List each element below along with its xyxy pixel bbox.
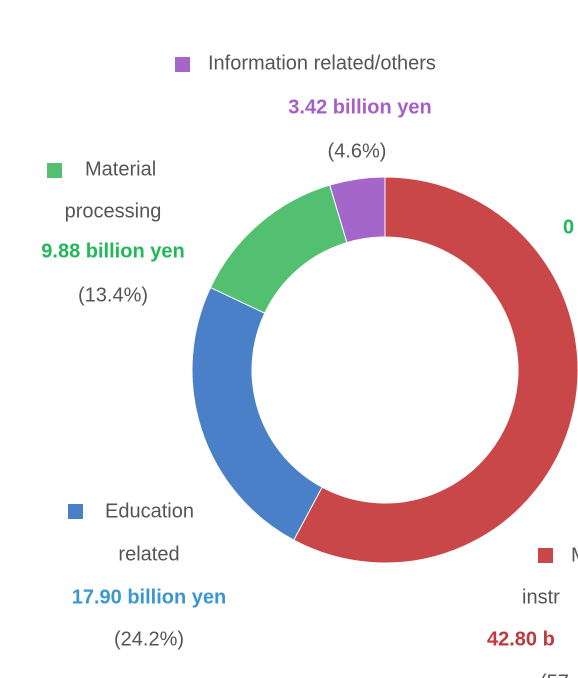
category-label: Information related/others	[208, 52, 436, 74]
value-label: 3.42 billion yen	[288, 96, 431, 118]
percent-label: (24.2%)	[114, 628, 184, 650]
legend-swatch	[175, 57, 190, 72]
legend-swatch	[68, 504, 83, 519]
category-label: Education	[105, 500, 194, 522]
category-label: M	[571, 544, 578, 566]
percent-label: (57	[540, 671, 569, 678]
percent-label: (4.6%)	[328, 140, 387, 162]
legend-swatch	[538, 548, 553, 563]
category-label: instr	[522, 586, 560, 608]
category-label: Material	[85, 158, 156, 180]
value-label: 9.88 billion yen	[41, 240, 184, 262]
donut-slice	[293, 176, 578, 564]
category-label: processing	[65, 200, 162, 222]
percent-label: (13.4%)	[78, 284, 148, 306]
donut-slice	[209, 184, 348, 314]
value-label: 42.80 b	[487, 628, 555, 650]
legend-swatch	[47, 163, 62, 178]
annotation: 0	[563, 216, 574, 238]
value-label: 17.90 billion yen	[72, 586, 227, 608]
donut-slice	[191, 286, 323, 541]
category-label: related	[118, 543, 179, 565]
donut-slice	[329, 176, 386, 244]
